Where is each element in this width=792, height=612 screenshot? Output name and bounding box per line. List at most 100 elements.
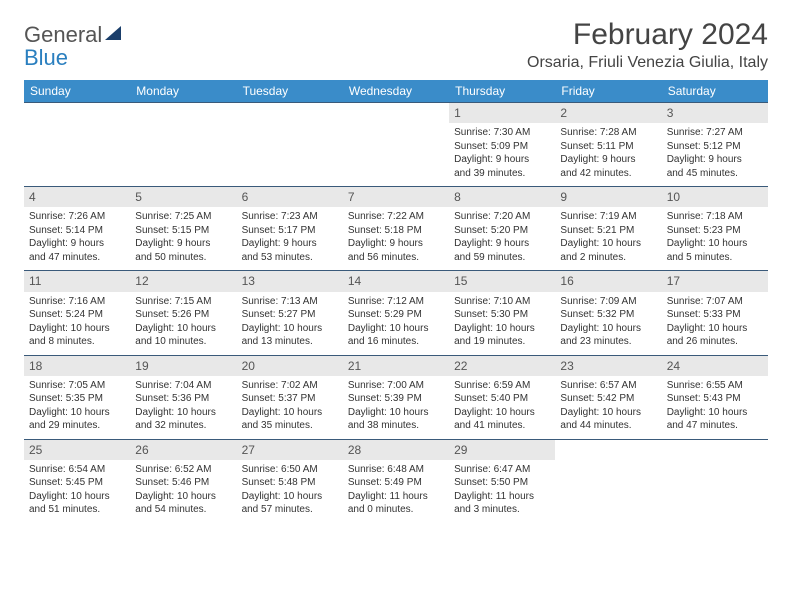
day-cell: 2Sunrise: 7:28 AMSunset: 5:11 PMDaylight…	[555, 103, 661, 186]
daylight2-text: and 54 minutes.	[135, 503, 231, 517]
day-number: 23	[555, 356, 661, 376]
sunset-text: Sunset: 5:17 PM	[242, 224, 338, 238]
sunset-text: Sunset: 5:29 PM	[348, 308, 444, 322]
day-cell: 29Sunrise: 6:47 AMSunset: 5:50 PMDayligh…	[449, 440, 555, 523]
daylight2-text: and 16 minutes.	[348, 335, 444, 349]
sunrise-text: Sunrise: 6:59 AM	[454, 379, 550, 393]
day-number: 21	[343, 356, 449, 376]
sunrise-text: Sunrise: 7:28 AM	[560, 126, 656, 140]
daylight2-text: and 19 minutes.	[454, 335, 550, 349]
sunrise-text: Sunrise: 7:15 AM	[135, 295, 231, 309]
daylight2-text: and 39 minutes.	[454, 167, 550, 181]
sunset-text: Sunset: 5:21 PM	[560, 224, 656, 238]
sunset-text: Sunset: 5:49 PM	[348, 476, 444, 490]
day-cell: 18Sunrise: 7:05 AMSunset: 5:35 PMDayligh…	[24, 356, 130, 439]
sunset-text: Sunset: 5:39 PM	[348, 392, 444, 406]
sunrise-text: Sunrise: 6:54 AM	[29, 463, 125, 477]
day-cell: 25Sunrise: 6:54 AMSunset: 5:45 PMDayligh…	[24, 440, 130, 523]
day-cell: 10Sunrise: 7:18 AMSunset: 5:23 PMDayligh…	[662, 187, 768, 270]
daylight2-text: and 51 minutes.	[29, 503, 125, 517]
week-row: 4Sunrise: 7:26 AMSunset: 5:14 PMDaylight…	[24, 186, 768, 270]
daylight2-text: and 38 minutes.	[348, 419, 444, 433]
logo-triangle-icon	[105, 26, 121, 40]
daylight1-text: Daylight: 10 hours	[454, 406, 550, 420]
day-cell: 12Sunrise: 7:15 AMSunset: 5:26 PMDayligh…	[130, 271, 236, 354]
sunset-text: Sunset: 5:35 PM	[29, 392, 125, 406]
daylight1-text: Daylight: 10 hours	[560, 322, 656, 336]
dayname: Friday	[555, 80, 661, 102]
header: General Blue February 2024 Orsaria, Friu…	[24, 18, 768, 72]
day-header-row: Sunday Monday Tuesday Wednesday Thursday…	[24, 80, 768, 102]
daylight2-text: and 23 minutes.	[560, 335, 656, 349]
sunrise-text: Sunrise: 7:07 AM	[667, 295, 763, 309]
dayname: Sunday	[24, 80, 130, 102]
sunrise-text: Sunrise: 6:57 AM	[560, 379, 656, 393]
day-number: 1	[449, 103, 555, 123]
dayname: Saturday	[662, 80, 768, 102]
sunset-text: Sunset: 5:46 PM	[135, 476, 231, 490]
daylight1-text: Daylight: 9 hours	[242, 237, 338, 251]
sunrise-text: Sunrise: 7:23 AM	[242, 210, 338, 224]
day-cell: 23Sunrise: 6:57 AMSunset: 5:42 PMDayligh…	[555, 356, 661, 439]
day-cell	[237, 103, 343, 186]
day-cell: 14 Sunrise: 7:12 AMSunset: 5:29 PMDayligh…	[343, 271, 449, 354]
sunset-text: Sunset: 5:48 PM	[242, 476, 338, 490]
sunset-text: Sunset: 5:24 PM	[29, 308, 125, 322]
day-number: 12	[130, 271, 236, 291]
day-number: 29	[449, 440, 555, 460]
sunset-text: Sunset: 5:43 PM	[667, 392, 763, 406]
day-cell: 24Sunrise: 6:55 AMSunset: 5:43 PMDayligh…	[662, 356, 768, 439]
day-cell: 1Sunrise: 7:30 AMSunset: 5:09 PMDaylight…	[449, 103, 555, 186]
sunset-text: Sunset: 5:32 PM	[560, 308, 656, 322]
daylight1-text: Daylight: 10 hours	[667, 406, 763, 420]
logo-line2: Blue	[24, 45, 68, 70]
logo: General Blue	[24, 18, 121, 70]
sunset-text: Sunset: 5:18 PM	[348, 224, 444, 238]
week-row: 18 Sunrise: 7:05 AMSunset: 5:35 PM Dayligh…	[24, 355, 768, 439]
day-cell: 26Sunrise: 6:52 AMSunset: 5:46 PMDayligh…	[130, 440, 236, 523]
day-cell: 13Sunrise: 7:13 AMSunset: 5:27 PMDayligh…	[237, 271, 343, 354]
sunset-text: Sunset: 5:20 PM	[454, 224, 550, 238]
daylight2-text: and 53 minutes.	[242, 251, 338, 265]
sunrise-text: Sunrise: 7:05 AM	[29, 379, 125, 393]
day-cell: 5Sunrise: 7:25 AMSunset: 5:15 PMDaylight…	[130, 187, 236, 270]
day-number: 25	[24, 440, 130, 460]
daylight2-text: and 59 minutes.	[454, 251, 550, 265]
daylight1-text: Daylight: 10 hours	[667, 237, 763, 251]
day-cell: 6Sunrise: 7:23 AMSunset: 5:17 PMDaylight…	[237, 187, 343, 270]
sunrise-text: Sunrise: 7:16 AM	[29, 295, 125, 309]
sunset-text: Sunset: 5:42 PM	[560, 392, 656, 406]
daylight1-text: Daylight: 10 hours	[348, 322, 444, 336]
daylight1-text: Daylight: 9 hours	[29, 237, 125, 251]
daylight1-text: Daylight: 9 hours	[454, 237, 550, 251]
sunset-text: Sunset: 5:26 PM	[135, 308, 231, 322]
sunrise-text: Sunrise: 7:09 AM	[560, 295, 656, 309]
sunrise-text: Sunrise: 7:13 AM	[242, 295, 338, 309]
daylight1-text: Daylight: 10 hours	[29, 322, 125, 336]
dayname: Monday	[130, 80, 236, 102]
month-title: February 2024	[527, 18, 768, 52]
dayname: Thursday	[449, 80, 555, 102]
sunset-text: Sunset: 5:11 PM	[560, 140, 656, 154]
day-number: 17	[662, 271, 768, 291]
day-number: 18	[24, 356, 130, 376]
calendar: Sunday Monday Tuesday Wednesday Thursday…	[24, 80, 768, 523]
day-cell: 19Sunrise: 7:04 AMSunset: 5:36 PMDayligh…	[130, 356, 236, 439]
week-row: 11Sunrise: 7:16 AMSunset: 5:24 PMDayligh…	[24, 270, 768, 354]
day-number: 15	[449, 271, 555, 291]
day-number: 14	[343, 271, 449, 291]
sunrise-text: Sunrise: 7:25 AM	[135, 210, 231, 224]
day-cell: 7Sunrise: 7:22 AMSunset: 5:18 PMDaylight…	[343, 187, 449, 270]
sunrise-text: Sunrise: 7:12 AM	[348, 295, 444, 309]
daylight2-text: and 26 minutes.	[667, 335, 763, 349]
sunrise-text: Sunrise: 6:50 AM	[242, 463, 338, 477]
daylight1-text: Daylight: 9 hours	[135, 237, 231, 251]
daylight1-text: Daylight: 10 hours	[348, 406, 444, 420]
day-number: 24	[662, 356, 768, 376]
daylight1-text: Daylight: 10 hours	[135, 490, 231, 504]
logo-line1: General	[24, 22, 102, 47]
sunrise-text: Sunrise: 7:22 AM	[348, 210, 444, 224]
day-cell: 15Sunrise: 7:10 AMSunset: 5:30 PMDayligh…	[449, 271, 555, 354]
day-number: 10	[662, 187, 768, 207]
daylight1-text: Daylight: 11 hours	[454, 490, 550, 504]
